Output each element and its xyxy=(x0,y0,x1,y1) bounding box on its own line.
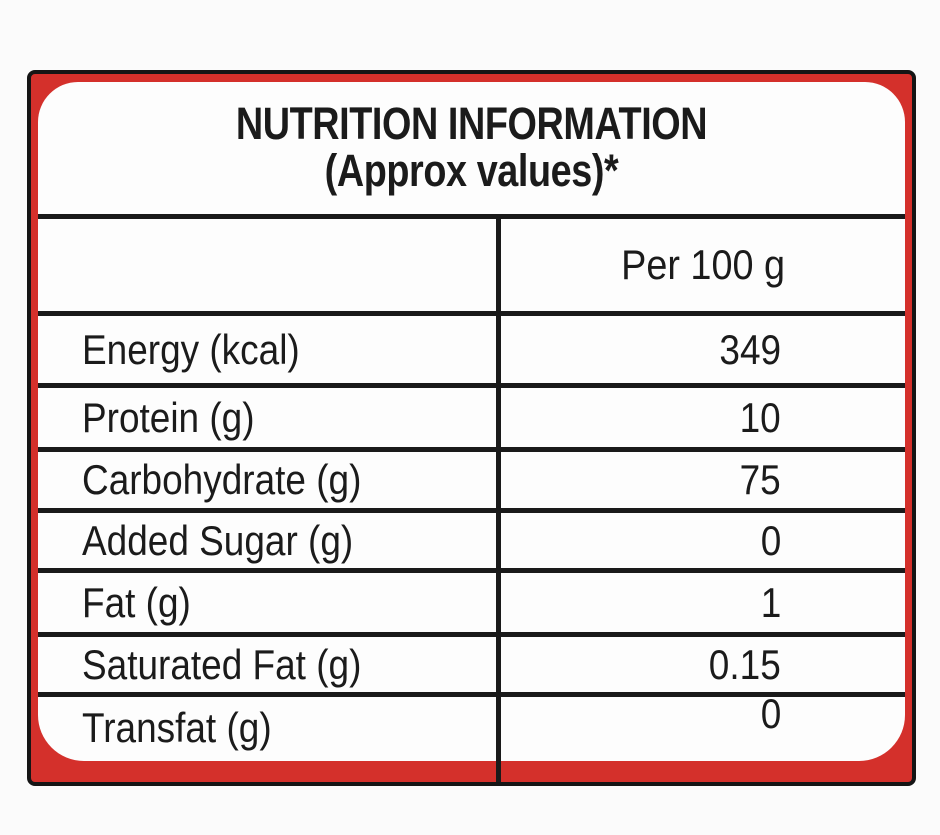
nutrient-value: 75 xyxy=(739,456,781,503)
nutrient-value-cell: 10 xyxy=(496,388,905,447)
nutrient-value-cell: 75 xyxy=(496,452,905,508)
table-header-row: Per 100 g xyxy=(38,219,905,316)
header-value-cell: Per 100 g xyxy=(496,219,905,311)
table-row: Saturated Fat (g) 0.15 xyxy=(38,637,905,697)
nutrient-value-cell: 0.15 xyxy=(496,637,905,692)
nutrient-name: Added Sugar (g) xyxy=(82,516,354,564)
table-row: Carbohydrate (g) 75 xyxy=(38,452,905,513)
table-row: Fat (g) 1 xyxy=(38,573,905,637)
nutrient-value-cell: 1 xyxy=(496,573,905,632)
nutrient-name: Transfat (g) xyxy=(82,704,272,751)
nutrient-value: 0 xyxy=(760,689,781,737)
nutrient-name-cell: Carbohydrate (g) xyxy=(38,452,496,508)
nutrient-name-cell: Energy (kcal) xyxy=(38,316,496,383)
nutrient-name-cell: Transfat (g) xyxy=(38,697,496,759)
nutrient-name-cell: Saturated Fat (g) xyxy=(38,637,496,692)
nutrient-name: Protein (g) xyxy=(82,393,255,441)
nutrient-name: Carbohydrate (g) xyxy=(82,456,362,503)
nutrition-table: Per 100 g Energy (kcal) 349 Protein (g) … xyxy=(38,214,905,782)
nutrient-value: 10 xyxy=(739,393,781,441)
table-row: Protein (g) 10 xyxy=(38,388,905,452)
title-line-2: (Approx values)* xyxy=(324,145,619,196)
table-row: Added Sugar (g) 0 xyxy=(38,513,905,573)
table-row: Transfat (g) 0 xyxy=(38,690,905,782)
label-inner-panel xyxy=(38,82,905,761)
column-header: Per 100 g xyxy=(621,241,785,288)
nutrient-name: Energy (kcal) xyxy=(82,325,300,373)
nutrient-name: Saturated Fat (g) xyxy=(82,640,362,688)
nutrient-value: 0.15 xyxy=(709,640,781,688)
nutrient-value: 349 xyxy=(719,325,781,373)
nutrient-value-cell: 349 xyxy=(496,316,905,383)
nutrient-name-cell: Fat (g) xyxy=(38,573,496,632)
nutrient-value-cell: 0 xyxy=(496,690,905,782)
nutrient-value: 1 xyxy=(760,578,781,626)
nutrient-name-cell: Added Sugar (g) xyxy=(38,513,496,568)
table-row: Energy (kcal) 349 xyxy=(38,316,905,388)
nutrient-name-cell: Protein (g) xyxy=(38,388,496,447)
nutrient-value-cell: 0 xyxy=(496,513,905,568)
nutrition-label-card: NUTRITION INFORMATION (Approx values)* P… xyxy=(27,70,916,786)
nutrient-name: Fat (g) xyxy=(82,578,191,626)
title-line-1: NUTRITION INFORMATION xyxy=(235,98,708,149)
label-title: NUTRITION INFORMATION (Approx values)* xyxy=(31,100,912,194)
header-empty-cell xyxy=(38,219,496,311)
nutrient-value: 0 xyxy=(760,516,781,564)
